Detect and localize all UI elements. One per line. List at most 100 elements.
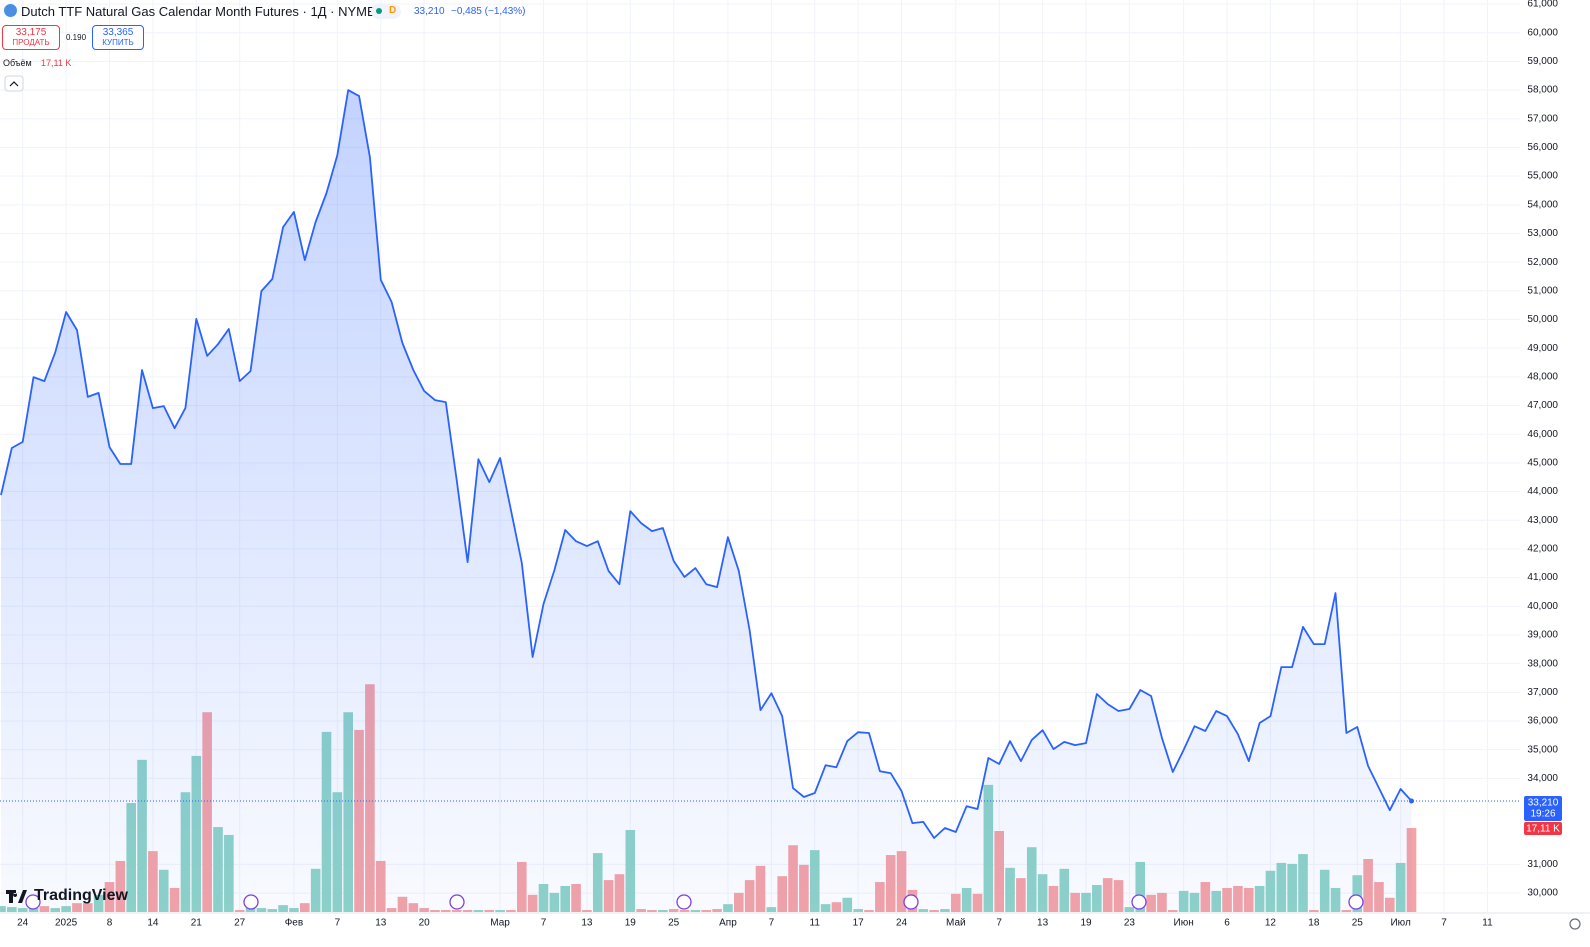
- x-tick-label: Апр: [719, 918, 737, 929]
- spread: 0.190: [66, 33, 87, 42]
- x-tick-label: Фев: [285, 918, 303, 929]
- y-tick-label: 58,000: [1527, 85, 1558, 96]
- volume-title: Объём: [3, 58, 32, 68]
- x-tick-label: Июн: [1174, 918, 1194, 929]
- y-tick-label: 46,000: [1527, 429, 1558, 440]
- x-tick-label: 11: [810, 918, 821, 929]
- y-tick-label: 47,000: [1527, 400, 1558, 411]
- last-volume-label: 17,11 K: [1526, 824, 1560, 835]
- x-tick-label: 24: [17, 918, 29, 929]
- logo[interactable]: TradingView: [6, 887, 129, 904]
- y-tick-label: 40,000: [1527, 601, 1558, 612]
- x-tick-label: Мар: [490, 918, 510, 929]
- last-price-dot: [1409, 798, 1414, 804]
- y-tick-label: 30,000: [1527, 888, 1558, 899]
- x-tick-label: 17: [853, 918, 865, 929]
- y-tick-label: 41,000: [1527, 572, 1558, 583]
- y-tick-label: 43,000: [1527, 515, 1558, 526]
- x-tick-label: 19: [625, 918, 637, 929]
- y-tick-label: 44,000: [1527, 486, 1558, 497]
- price-change: −0,485 (−1,43%): [451, 6, 526, 17]
- y-tick-label: 59,000: [1527, 56, 1558, 67]
- y-tick-label: 56,000: [1527, 142, 1558, 153]
- event-icon[interactable]: [449, 894, 465, 910]
- y-tick-label: 45,000: [1527, 458, 1558, 469]
- x-tick-label: 12: [1265, 918, 1277, 929]
- last-price: 33,210: [414, 6, 445, 17]
- x-tick-label: 6: [1224, 918, 1230, 929]
- volume-value: 17,11 K: [41, 58, 72, 68]
- countdown-label: 19:26: [1530, 809, 1555, 820]
- logo-icon: [6, 890, 27, 903]
- symbol-icon: [4, 4, 17, 17]
- event-icon[interactable]: [676, 894, 692, 910]
- area-fill: [1, 90, 1412, 913]
- x-tick-label: 13: [1037, 918, 1049, 929]
- x-tick-label: 8: [107, 918, 113, 929]
- x-tick-label: Июл: [1390, 918, 1410, 929]
- y-tick-label: 36,000: [1527, 716, 1558, 727]
- y-tick-label: 61,000: [1527, 0, 1558, 10]
- y-tick-label: 50,000: [1527, 314, 1558, 325]
- event-icon[interactable]: [1348, 894, 1364, 910]
- buy-label: КУПИТЬ: [102, 38, 134, 47]
- x-tick-label: 21: [191, 918, 203, 929]
- event-icon[interactable]: [243, 894, 259, 910]
- collapse-button[interactable]: [4, 75, 24, 92]
- y-tick-label: 55,000: [1527, 171, 1558, 182]
- x-tick-label: 25: [668, 918, 680, 929]
- y-tick-label: 53,000: [1527, 228, 1558, 239]
- x-tick-label: 2025: [55, 918, 78, 929]
- x-tick-label: 7: [769, 918, 775, 929]
- y-tick-label: 54,000: [1527, 199, 1558, 210]
- status-pill[interactable]: D: [371, 4, 401, 19]
- status-badge: D: [389, 5, 397, 16]
- y-tick-label: 39,000: [1527, 630, 1558, 641]
- logo-text: TradingView: [34, 887, 129, 904]
- y-tick-label: 52,000: [1527, 257, 1558, 268]
- last-price-badge: [1524, 796, 1562, 821]
- event-icon[interactable]: [25, 894, 41, 910]
- symbol-title[interactable]: Dutch TTF Natural Gas Calendar Month Fut…: [21, 4, 385, 19]
- y-tick-label: 57,000: [1527, 113, 1558, 124]
- y-tick-label: 49,000: [1527, 343, 1558, 354]
- x-tick-label: 13: [581, 918, 593, 929]
- sell-button[interactable]: 33,175 ПРОДАТЬ: [2, 25, 60, 50]
- x-tick-label: 7: [1441, 918, 1447, 929]
- x-tick-label: 13: [375, 918, 387, 929]
- event-icon[interactable]: [1131, 894, 1147, 910]
- y-tick-label: 38,000: [1527, 658, 1558, 669]
- price-line: [0, 89, 1413, 839]
- y-tick-label: 34,000: [1527, 773, 1558, 784]
- sell-price: 33,175: [15, 27, 47, 38]
- x-tick-label: 7: [335, 918, 341, 929]
- x-tick-label: 11: [1482, 918, 1493, 929]
- x-tick-label: 19: [1080, 918, 1092, 929]
- y-tick-label: 51,000: [1527, 285, 1558, 296]
- x-tick-label: 24: [896, 918, 908, 929]
- settings-button[interactable]: [1569, 918, 1581, 930]
- last-volume-badge: [1524, 822, 1562, 835]
- event-icon[interactable]: [903, 894, 919, 910]
- x-tick-label: 27: [234, 918, 246, 929]
- x-tick-label: 18: [1308, 918, 1320, 929]
- y-tick-label: 60,000: [1527, 27, 1558, 38]
- y-tick-label: 42,000: [1527, 544, 1558, 555]
- x-tick-label: 7: [541, 918, 547, 929]
- x-tick-label: 25: [1352, 918, 1364, 929]
- x-tick-label: 14: [147, 918, 159, 929]
- price-series: [0, 89, 1520, 913]
- buy-price: 33,365: [102, 27, 134, 38]
- y-tick-label: 48,000: [1527, 371, 1558, 382]
- sell-label: ПРОДАТЬ: [12, 38, 50, 47]
- y-tick-label: 35,000: [1527, 744, 1558, 755]
- last-price-label: 33,210: [1528, 798, 1559, 809]
- event-icons: [25, 894, 1364, 910]
- buy-button[interactable]: 33,365 КУПИТЬ: [92, 25, 144, 50]
- x-tick-label: Май: [946, 918, 966, 929]
- y-tick-label: 37,000: [1527, 687, 1558, 698]
- x-tick-label: 20: [419, 918, 431, 929]
